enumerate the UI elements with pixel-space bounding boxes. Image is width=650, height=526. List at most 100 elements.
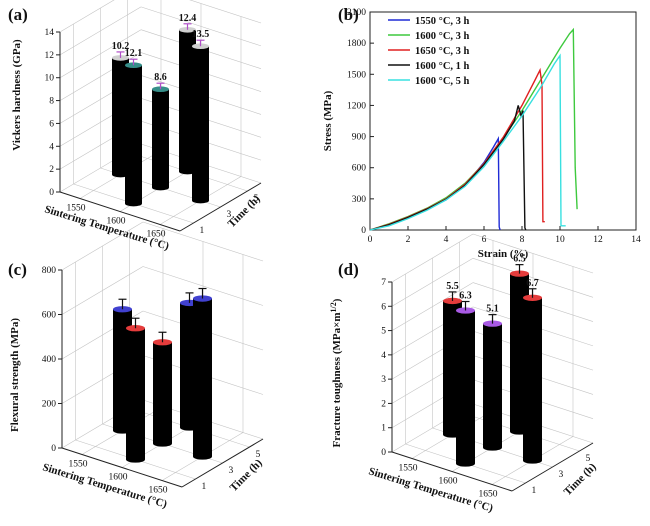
bar-top [112, 55, 129, 61]
value-tick-label: 5 [381, 327, 386, 337]
panel-label: (c) [8, 260, 27, 279]
bar-body [152, 89, 169, 191]
value-tick-label: 3 [381, 375, 386, 385]
time-tick-label: 3 [227, 210, 232, 220]
time-axis-title: Time (h) [562, 461, 599, 498]
bar-body [483, 323, 502, 451]
value-tick-label: 4 [381, 351, 386, 361]
value-axis-title: Flexural strength (MPa) [9, 318, 21, 432]
bar-1600C-1h [126, 317, 145, 463]
bar-top [443, 297, 462, 305]
legend-label-0: 1550 °C, 3 h [415, 16, 470, 27]
y-tick-label: 1500 [347, 70, 366, 80]
y-tick-label: 900 [352, 133, 367, 143]
time-tick-label: 3 [559, 470, 564, 480]
bar-1650C-3h: 6.7 [523, 278, 542, 464]
value-axis-title-sup: 1/2 [329, 302, 338, 312]
bar-1600C-3h [153, 331, 172, 447]
time-axis [179, 182, 262, 232]
bar-top [193, 295, 212, 302]
panel-label: (d) [338, 260, 359, 279]
legend-label-1: 1600 °C, 3 h [415, 31, 470, 42]
bar-1550C-3h: 10.2 [112, 41, 130, 178]
value-tick-label: 2 [49, 165, 54, 175]
bar-value-label: 6.3 [459, 291, 472, 302]
series-line-2 [369, 67, 545, 231]
time-tick-label: 1 [532, 486, 537, 496]
temperature-tick-label: 1550 [399, 464, 418, 474]
panel-b-stress-strain-chart: 0 2 4 6 8 10 12 14 0 300 600 900 1200 1500 1800 2100 Str… [322, 5, 641, 260]
x-tick-label: 4 [444, 235, 449, 245]
value-tick-label: 8 [49, 97, 54, 107]
value-tick-label: 10 [45, 74, 55, 84]
y-tick-label: 300 [352, 195, 367, 205]
bar-value-label: 10.2 [112, 41, 130, 52]
temperature-axis [59, 191, 181, 232]
value-tick-label: 2 [381, 399, 386, 409]
bar-1650C-3h: 13.5 [192, 29, 209, 204]
bar-body [126, 328, 145, 463]
value-tick-label: 0 [49, 188, 54, 198]
bar-value-label: 5.1 [486, 304, 499, 315]
bar-top [483, 320, 502, 327]
value-tick-label: 200 [42, 400, 57, 410]
x-tick-label: 2 [406, 235, 411, 245]
bar-value-label: 12.4 [179, 13, 197, 24]
panel-label: (a) [8, 5, 28, 24]
bar-body [125, 65, 142, 207]
temperature-axis-title: Sintering Temperature (°C) [43, 203, 171, 252]
series-line-1 [369, 27, 578, 231]
panel-label: (b) [338, 5, 359, 24]
legend-label-4: 1600 °C, 5 h [415, 76, 470, 87]
bar-1600C-3h: 8.6 [152, 72, 169, 191]
value-tick-label: 600 [42, 311, 57, 321]
y-axis-title: Stress (MPa) [322, 90, 334, 151]
plot-frame [369, 11, 637, 231]
temperature-axis-title: Sintering Temperature (°C) [367, 465, 495, 514]
value-axis-title-end: ) [331, 298, 343, 302]
value-tick-label: 6 [49, 119, 54, 129]
bar-value-label: 8.6 [154, 72, 167, 83]
bar-value-label: 6.7 [526, 278, 539, 289]
temperature-axis [391, 451, 513, 492]
time-axis [511, 442, 594, 492]
bar-body [456, 310, 475, 467]
series-line-0 [369, 136, 501, 231]
temperature-tick-label: 1650 [149, 486, 168, 496]
y-tick-label: 0 [361, 226, 366, 236]
x-tick-label: 6 [482, 235, 487, 245]
value-tick-label: 800 [42, 266, 57, 276]
value-tick-label: 1 [381, 424, 386, 434]
temperature-tick-label: 1550 [67, 204, 86, 214]
value-axis-title: Vickers hardness (GPa) [11, 39, 23, 151]
y-tick-label: 600 [352, 164, 367, 174]
value-tick-label: 14 [45, 28, 55, 38]
value-tick-label: 6 [381, 302, 386, 312]
time-tick-label: 1 [202, 482, 207, 492]
bar-body [112, 57, 129, 178]
value-tick-label: 12 [45, 51, 55, 61]
temperature-tick-label: 1550 [69, 460, 88, 470]
legend-label-2: 1650 °C, 3 h [415, 46, 470, 57]
value-tick-label: 4 [49, 142, 54, 152]
x-tick-label: 8 [520, 235, 525, 245]
bar-value-label: 5.5 [446, 281, 459, 292]
time-tick-label: 5 [256, 450, 261, 460]
bar-1600C-1h: 6.3 [456, 291, 475, 467]
bar-value-label: 6.5 [513, 254, 526, 265]
time-axis [181, 438, 264, 488]
time-tick-label: 5 [586, 454, 591, 464]
value-tick-label: 0 [51, 444, 56, 454]
bar-top [126, 325, 145, 332]
temperature-tick-label: 1600 [107, 217, 126, 227]
x-tick-label: 12 [593, 235, 603, 245]
time-tick-label: 3 [229, 466, 234, 476]
bar-1600C-5h: 12.4 [179, 13, 197, 175]
value-tick-label: 7 [381, 278, 386, 288]
temperature-tick-label: 1650 [147, 230, 166, 240]
bar-body [192, 46, 209, 204]
panel-d-toughness-chart: 0 1 2 3 4 5 6 7 1550 1600 1650 1 3 5 Sintering Tempera… [329, 233, 599, 515]
bar-body [193, 298, 212, 460]
y-tick-label: 1800 [347, 39, 366, 49]
